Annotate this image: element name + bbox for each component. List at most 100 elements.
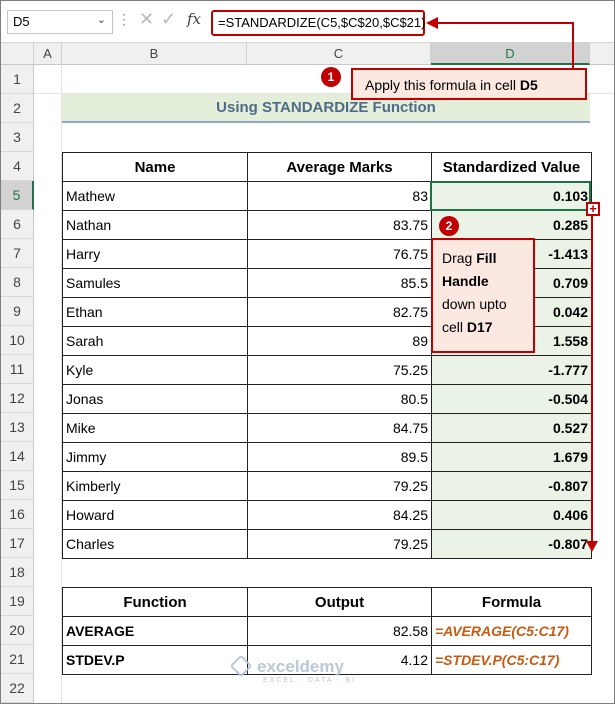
std-value-cell[interactable]: 0.103 bbox=[431, 181, 592, 211]
name-cell[interactable]: Mike bbox=[62, 413, 248, 443]
header-function[interactable]: Function bbox=[62, 587, 248, 617]
column-headers: A B C D bbox=[1, 43, 614, 65]
row-header[interactable]: 17 bbox=[1, 529, 34, 558]
marks-cell[interactable]: 75.25 bbox=[247, 355, 432, 385]
row-header[interactable]: 3 bbox=[1, 123, 34, 152]
std-value-cell[interactable]: -1.777 bbox=[431, 355, 592, 385]
row-header[interactable]: 6 bbox=[1, 210, 34, 239]
row-header[interactable]: 19 bbox=[1, 587, 34, 616]
row-header[interactable]: 1 bbox=[1, 65, 34, 94]
header-standardized-value[interactable]: Standardized Value bbox=[431, 152, 592, 182]
function-cell[interactable]: STDEV.P bbox=[62, 645, 248, 675]
table-row: STDEV.P 4.12 =STDEV.P(C5:C17) bbox=[62, 645, 592, 675]
row-header[interactable]: 11 bbox=[1, 355, 34, 384]
header-output[interactable]: Output bbox=[247, 587, 432, 617]
name-cell[interactable]: Samules bbox=[62, 268, 248, 298]
column-header-c[interactable]: C bbox=[247, 43, 431, 65]
name-cell[interactable]: Jimmy bbox=[62, 442, 248, 472]
row-header[interactable]: 15 bbox=[1, 471, 34, 500]
name-cell[interactable]: Kyle bbox=[62, 355, 248, 385]
marks-cell[interactable]: 89.5 bbox=[247, 442, 432, 472]
marks-cell[interactable]: 84.75 bbox=[247, 413, 432, 443]
header-formula[interactable]: Formula bbox=[431, 587, 592, 617]
formula-cell[interactable]: =STDEV.P(C5:C17) bbox=[431, 645, 592, 675]
row-header[interactable]: 8 bbox=[1, 268, 34, 297]
std-value-cell[interactable]: 0.285 bbox=[431, 210, 592, 240]
row-header[interactable]: 10 bbox=[1, 326, 34, 355]
step-badge: 2 bbox=[439, 216, 459, 236]
header-name[interactable]: Name bbox=[62, 152, 248, 182]
name-cell[interactable]: Harry bbox=[62, 239, 248, 269]
logo-icon bbox=[229, 654, 253, 678]
column-header-b[interactable]: B bbox=[62, 43, 247, 65]
marks-cell[interactable]: 80.5 bbox=[247, 384, 432, 414]
marks-cell[interactable]: 82.75 bbox=[247, 297, 432, 327]
name-cell[interactable]: Mathew bbox=[62, 181, 248, 211]
name-cell[interactable]: Sarah bbox=[62, 326, 248, 356]
name-cell[interactable]: Howard bbox=[62, 500, 248, 530]
std-value-cell[interactable]: -0.807 bbox=[431, 471, 592, 501]
row-header[interactable]: 2 bbox=[1, 94, 34, 123]
table-row: Nathan 83.75 0.285 bbox=[62, 210, 592, 240]
table-row: Howard 84.25 0.406 bbox=[62, 500, 592, 530]
row-header[interactable]: 13 bbox=[1, 413, 34, 442]
cancel-icon[interactable]: ✕ bbox=[139, 9, 155, 29]
table-row: Jimmy 89.5 1.679 bbox=[62, 442, 592, 472]
marks-cell[interactable]: 76.75 bbox=[247, 239, 432, 269]
std-value-cell[interactable]: 0.406 bbox=[431, 500, 592, 530]
row-header[interactable]: 21 bbox=[1, 645, 34, 674]
column-header-e[interactable] bbox=[590, 43, 614, 65]
name-cell[interactable]: Charles bbox=[62, 529, 248, 559]
name-box[interactable]: D5 ⌄ bbox=[7, 10, 113, 34]
enter-icon[interactable]: ✓ bbox=[161, 9, 177, 29]
table-row: Mike 84.75 0.527 bbox=[62, 413, 592, 443]
row-header[interactable]: 9 bbox=[1, 297, 34, 326]
marks-cell[interactable]: 84.25 bbox=[247, 500, 432, 530]
name-cell[interactable]: Ethan bbox=[62, 297, 248, 327]
row-header[interactable]: 5 bbox=[1, 181, 34, 210]
summary-table: Function Output Formula AVERAGE 82.58 =A… bbox=[62, 587, 592, 675]
exceldemy-watermark: exceldemy EXCEL · DATA · BI bbox=[229, 654, 354, 684]
watermark-name: exceldemy bbox=[257, 657, 344, 676]
std-value-cell[interactable]: 0.527 bbox=[431, 413, 592, 443]
std-value-cell[interactable]: -0.807 bbox=[431, 529, 592, 559]
marks-cell[interactable]: 83 bbox=[247, 181, 432, 211]
formula-cell[interactable]: =AVERAGE(C5:C17) bbox=[431, 616, 592, 646]
row-header[interactable]: 7 bbox=[1, 239, 34, 268]
name-cell[interactable]: Jonas bbox=[62, 384, 248, 414]
marks-cell[interactable]: 85.5 bbox=[247, 268, 432, 298]
table-row: Jonas 80.5 -0.504 bbox=[62, 384, 592, 414]
column-header-a[interactable]: A bbox=[34, 43, 62, 65]
fill-handle[interactable]: + bbox=[586, 202, 600, 216]
row-header[interactable]: 4 bbox=[1, 152, 34, 181]
name-cell[interactable]: Nathan bbox=[62, 210, 248, 240]
output-cell[interactable]: 82.58 bbox=[247, 616, 432, 646]
select-all-corner[interactable] bbox=[1, 43, 34, 65]
marks-cell[interactable]: 83.75 bbox=[247, 210, 432, 240]
header-average-marks[interactable]: Average Marks bbox=[247, 152, 432, 182]
row-header[interactable]: 12 bbox=[1, 384, 34, 413]
drag-arrow-line bbox=[591, 216, 593, 546]
more-options-icon[interactable]: ⋮ bbox=[117, 11, 131, 27]
marks-cell[interactable]: 79.25 bbox=[247, 529, 432, 559]
function-cell[interactable]: AVERAGE bbox=[62, 616, 248, 646]
formula-input[interactable]: =STANDARDIZE(C5,$C$20,$C$21) bbox=[211, 10, 425, 36]
chevron-down-icon[interactable]: ⌄ bbox=[96, 14, 106, 26]
output-cell[interactable]: 4.12 bbox=[247, 645, 432, 675]
table-row: Charles 79.25 -0.807 bbox=[62, 529, 592, 559]
row-header[interactable]: 18 bbox=[1, 558, 34, 587]
row-header[interactable]: 14 bbox=[1, 442, 34, 471]
marks-cell[interactable]: 89 bbox=[247, 326, 432, 356]
std-value-cell[interactable]: -0.504 bbox=[431, 384, 592, 414]
insert-function-icon[interactable]: fx bbox=[187, 10, 202, 28]
callout-text: Drag bbox=[442, 250, 477, 266]
row-header[interactable]: 16 bbox=[1, 500, 34, 529]
name-cell[interactable]: Kimberly bbox=[62, 471, 248, 501]
callout-connector bbox=[437, 22, 574, 24]
std-value-cell[interactable]: 1.679 bbox=[431, 442, 592, 472]
marks-cell[interactable]: 79.25 bbox=[247, 471, 432, 501]
row-header[interactable]: 22 bbox=[1, 674, 34, 703]
row-header[interactable]: 20 bbox=[1, 616, 34, 645]
table-row: Kyle 75.25 -1.777 bbox=[62, 355, 592, 385]
column-header-d[interactable]: D bbox=[431, 43, 590, 65]
